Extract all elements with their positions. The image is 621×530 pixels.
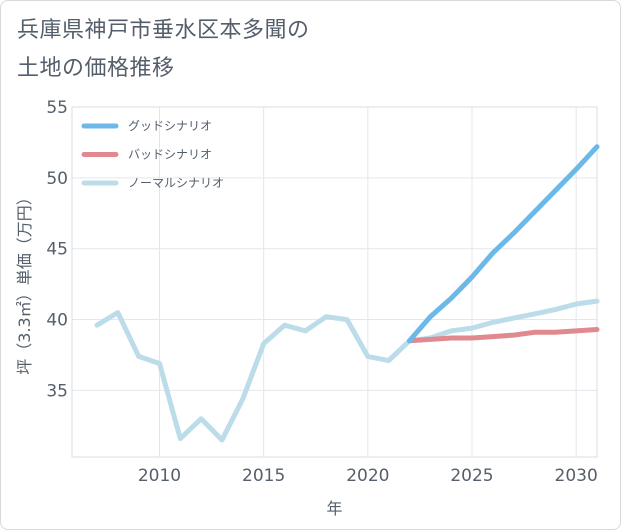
y-tick-label: 55	[46, 98, 68, 118]
title-line-2: 土地の価格推移	[17, 56, 175, 81]
y-tick-label: 50	[46, 169, 68, 189]
legend-label: バッドシナリオ	[128, 148, 212, 162]
series-line-2	[407, 327, 600, 344]
y-tick-label: 35	[46, 381, 68, 401]
title-line-1: 兵庫県神戸市垂水区本多聞の	[17, 18, 310, 43]
x-tick-label: 2020	[346, 466, 389, 486]
y-axis-label: 坪（3.3㎡）単価（万円）	[15, 189, 34, 374]
series-lines	[94, 144, 600, 443]
x-tick-label: 2010	[138, 466, 181, 486]
chart-title: 兵庫県神戸市垂水区本多聞の 土地の価格推移	[17, 12, 437, 88]
series-line-3	[94, 298, 600, 443]
x-axis-label: 年	[326, 499, 342, 518]
legend-label: グッドシナリオ	[128, 119, 212, 133]
legend-label: ノーマルシナリオ	[128, 176, 224, 190]
series-line-1	[407, 144, 600, 344]
x-tick-label: 2015	[242, 466, 285, 486]
y-tick-label: 45	[46, 240, 68, 260]
plot-border	[71, 106, 598, 458]
axis-ticks: 2010 2015 2020 2025 2030 35 40 45 50 55	[46, 98, 597, 486]
y-tick-label: 40	[46, 311, 68, 331]
x-tick-label: 2025	[450, 466, 493, 486]
x-tick-label: 2030	[555, 466, 598, 486]
